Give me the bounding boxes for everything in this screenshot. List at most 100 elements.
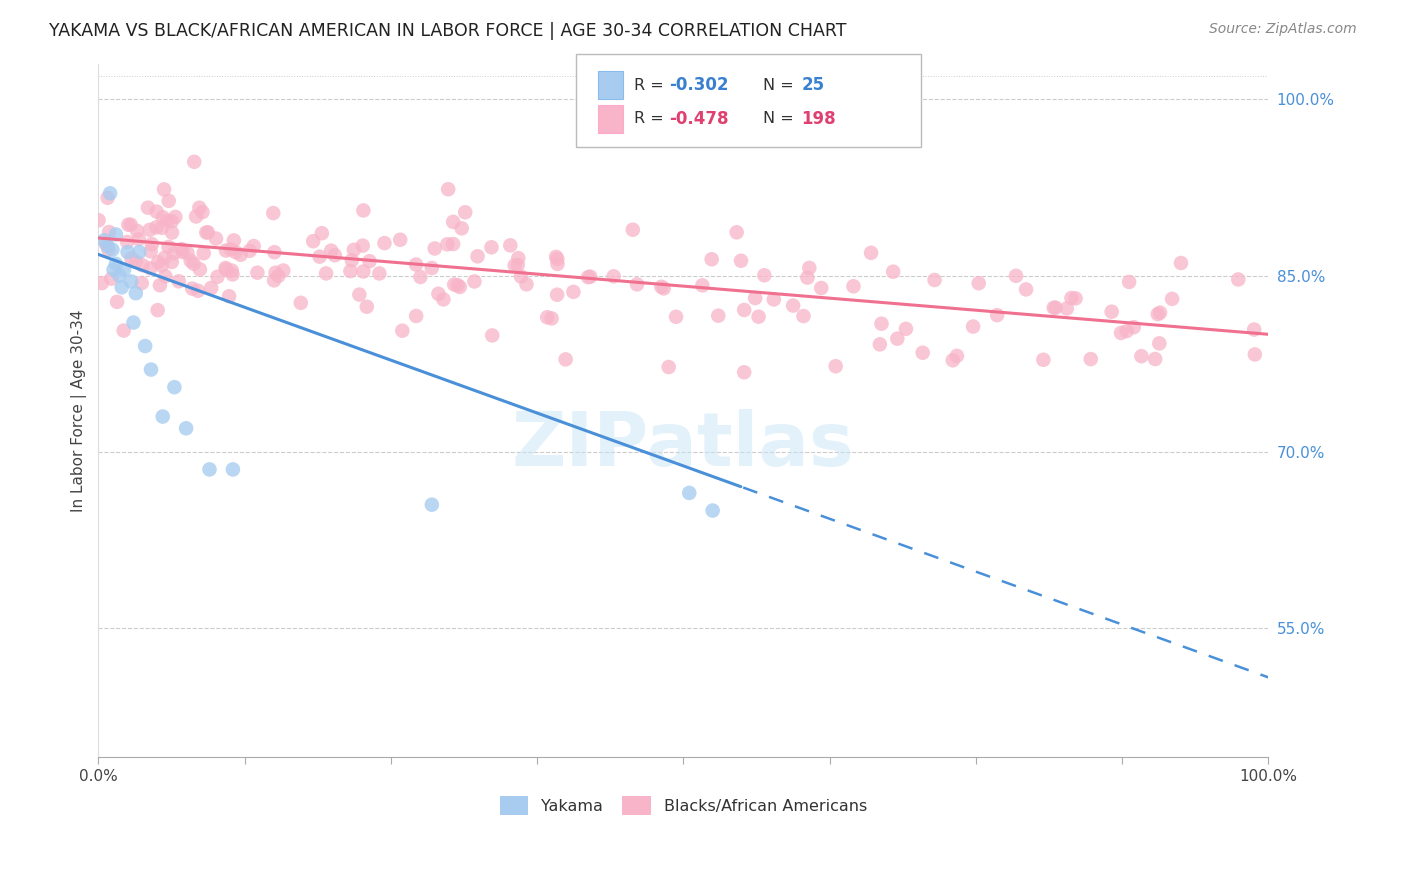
Point	[311, 226, 333, 240]
Point	[515, 277, 537, 292]
Point	[97, 239, 120, 253]
Point	[450, 221, 472, 235]
Point	[145, 220, 167, 235]
Point	[229, 248, 252, 262]
Point	[155, 269, 177, 284]
Point	[870, 317, 893, 331]
Point	[160, 214, 183, 228]
Point	[197, 225, 219, 239]
Y-axis label: In Labor Force | Age 30-34: In Labor Force | Age 30-34	[72, 310, 87, 512]
Point	[120, 275, 142, 289]
Point	[198, 462, 221, 476]
Point	[323, 248, 346, 262]
Point	[128, 232, 150, 246]
Point	[860, 245, 883, 260]
Point	[98, 225, 121, 239]
Point	[167, 274, 190, 288]
Point	[1056, 301, 1078, 316]
Point	[120, 218, 142, 232]
Point	[117, 245, 139, 260]
Point	[391, 324, 413, 338]
Point	[678, 486, 700, 500]
Point	[1005, 268, 1028, 283]
Point	[246, 266, 269, 280]
Point	[744, 291, 766, 305]
Point	[150, 220, 173, 235]
Point	[174, 421, 197, 435]
Point	[1032, 352, 1054, 367]
Point	[136, 201, 159, 215]
Point	[239, 244, 262, 258]
Point	[942, 353, 965, 368]
Point	[156, 214, 179, 228]
Point	[163, 246, 186, 260]
Point	[754, 268, 776, 283]
Point	[810, 281, 832, 295]
Point	[219, 243, 242, 257]
Point	[1118, 275, 1140, 289]
Point	[149, 278, 172, 293]
Point	[205, 231, 228, 245]
Point	[184, 210, 207, 224]
Point	[165, 210, 187, 224]
Point	[195, 226, 218, 240]
Point	[799, 260, 821, 275]
Point	[100, 271, 122, 285]
Point	[97, 191, 120, 205]
Point	[546, 257, 568, 271]
Point	[153, 182, 176, 196]
Point	[112, 262, 135, 277]
Point	[141, 237, 163, 252]
Point	[1161, 292, 1184, 306]
Point	[762, 293, 785, 307]
Point	[146, 303, 169, 318]
Point	[946, 349, 969, 363]
Point	[352, 238, 374, 252]
Point	[423, 242, 446, 256]
Point	[446, 278, 468, 293]
Point	[730, 253, 752, 268]
Point	[824, 359, 846, 374]
Point	[1122, 320, 1144, 334]
Point	[145, 204, 167, 219]
Point	[188, 201, 211, 215]
Text: 198: 198	[801, 110, 837, 128]
Point	[315, 267, 337, 281]
Point	[128, 245, 150, 260]
Point	[101, 243, 124, 257]
Point	[97, 243, 120, 257]
Text: -0.302: -0.302	[669, 76, 728, 94]
Point	[349, 287, 371, 301]
Point	[160, 226, 183, 240]
Point	[262, 206, 284, 220]
Point	[1146, 307, 1168, 321]
Point	[157, 240, 180, 254]
Point	[170, 242, 193, 256]
Point	[125, 286, 148, 301]
Point	[499, 238, 522, 252]
Point	[131, 276, 153, 290]
Point	[176, 246, 198, 260]
Point	[221, 268, 243, 282]
Point	[544, 250, 567, 264]
Point	[93, 233, 115, 247]
Point	[405, 258, 427, 272]
Point	[1109, 326, 1132, 340]
Point	[441, 237, 464, 252]
Point	[449, 280, 471, 294]
Point	[340, 253, 363, 268]
Point	[894, 322, 917, 336]
Point	[405, 309, 427, 323]
Point	[1060, 291, 1083, 305]
Point	[986, 308, 1008, 322]
Point	[665, 310, 688, 324]
Point	[163, 380, 186, 394]
Point	[134, 339, 156, 353]
Point	[267, 268, 290, 283]
Point	[352, 203, 374, 218]
Text: N =: N =	[763, 112, 800, 127]
Text: R =: R =	[634, 78, 669, 93]
Point	[546, 287, 568, 301]
Point	[1045, 301, 1067, 315]
Point	[352, 264, 374, 278]
